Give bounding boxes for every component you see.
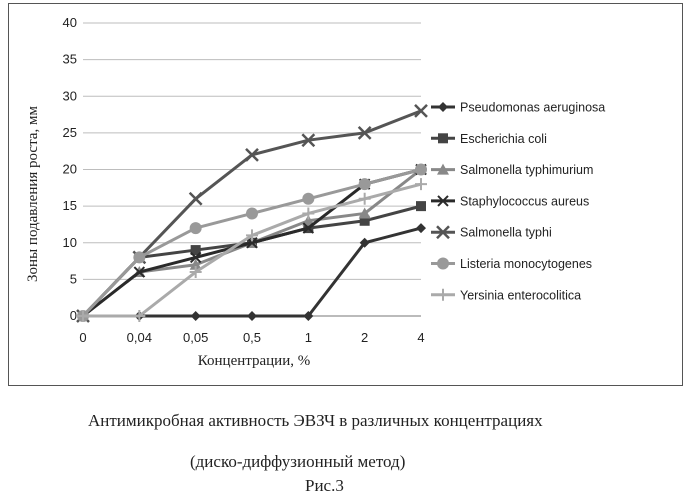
- series-7: [77, 178, 427, 322]
- legend-label: Yersinia enterocolitica: [460, 288, 581, 302]
- legend-label: Pseudomonas aeruginosa: [460, 101, 605, 115]
- series-lines: [77, 105, 427, 322]
- data-point: [416, 223, 426, 233]
- series-line: [83, 184, 421, 316]
- legend-entry: Staphylococcus aureus: [431, 194, 589, 208]
- x-tick-label: 0,05: [183, 330, 208, 345]
- data-point: [415, 105, 427, 117]
- legend-entry: Listeria monocytogenes: [431, 257, 592, 271]
- legend-label: Listeria monocytogenes: [460, 257, 592, 271]
- legend-marker: [438, 133, 448, 143]
- data-point: [359, 178, 371, 190]
- legend-marker: [437, 258, 449, 270]
- figure-caption-method: (диско-диффузионный метод): [190, 452, 405, 472]
- data-point: [415, 178, 427, 190]
- axes: 0 5 10 15 20 25 30 35 40 0 0,04 0,05 0,5 1 2 4: [63, 15, 425, 345]
- legend-marker: [438, 102, 448, 112]
- data-point: [191, 311, 201, 321]
- data-point: [247, 311, 257, 321]
- legend-entry: Salmonella typhi: [431, 226, 552, 240]
- data-point: [415, 164, 427, 176]
- x-tick-label: 0: [79, 330, 86, 345]
- line-chart: 0 5 10 15 20 25 30 35 40 0 0,04 0,05 0,5 1 2 4 Pseudomo…: [9, 4, 684, 387]
- chart-frame: 0 5 10 15 20 25 30 35 40 0 0,04 0,05 0,5 1 2 4 Pseudomo…: [8, 3, 683, 386]
- data-point: [190, 193, 202, 205]
- legend-label: Escherichia coli: [460, 132, 547, 146]
- y-tick-label: 15: [63, 198, 77, 213]
- x-tick-label: 0,04: [127, 330, 152, 345]
- data-point: [133, 251, 145, 263]
- y-tick-label: 5: [70, 271, 77, 286]
- series-line: [83, 206, 421, 316]
- data-point: [302, 207, 314, 219]
- x-tick-label: 0,5: [243, 330, 261, 345]
- data-point: [359, 193, 371, 205]
- legend-label: Staphylococcus aureus: [460, 194, 589, 208]
- y-tick-label: 0: [70, 308, 77, 323]
- y-tick-label: 20: [63, 162, 77, 177]
- legend-entry: Yersinia enterocolitica: [431, 288, 581, 302]
- legend-marker: [437, 289, 449, 301]
- data-point: [246, 207, 258, 219]
- legend-label: Salmonella typhi: [460, 226, 552, 240]
- y-tick-label: 30: [63, 88, 77, 103]
- y-axis-title: Зоны подавления роста, мм: [25, 106, 41, 282]
- data-point: [302, 193, 314, 205]
- y-tick-label: 40: [63, 15, 77, 30]
- x-axis-title: Концентрации, %: [198, 353, 310, 369]
- legend-entry: Salmonella typhimurium: [431, 163, 593, 177]
- figure-caption-title: Антимикробная активность ЭВЗЧ в различны…: [88, 411, 543, 431]
- x-tick-label: 1: [305, 330, 312, 345]
- x-tick-label: 4: [417, 330, 424, 345]
- data-point: [190, 222, 202, 234]
- y-tick-label: 35: [63, 52, 77, 67]
- data-point: [416, 201, 426, 211]
- y-tick-label: 10: [63, 235, 77, 250]
- legend-label: Salmonella typhimurium: [460, 163, 593, 177]
- figure-number: Рис.3: [305, 476, 344, 496]
- legend: Pseudomonas aeruginosa Escherichia coli Sa…: [431, 101, 605, 303]
- legend-entry: Pseudomonas aeruginosa: [431, 101, 605, 115]
- y-tick-label: 25: [63, 125, 77, 140]
- x-tick-label: 2: [361, 330, 368, 345]
- legend-entry: Escherichia coli: [431, 132, 547, 146]
